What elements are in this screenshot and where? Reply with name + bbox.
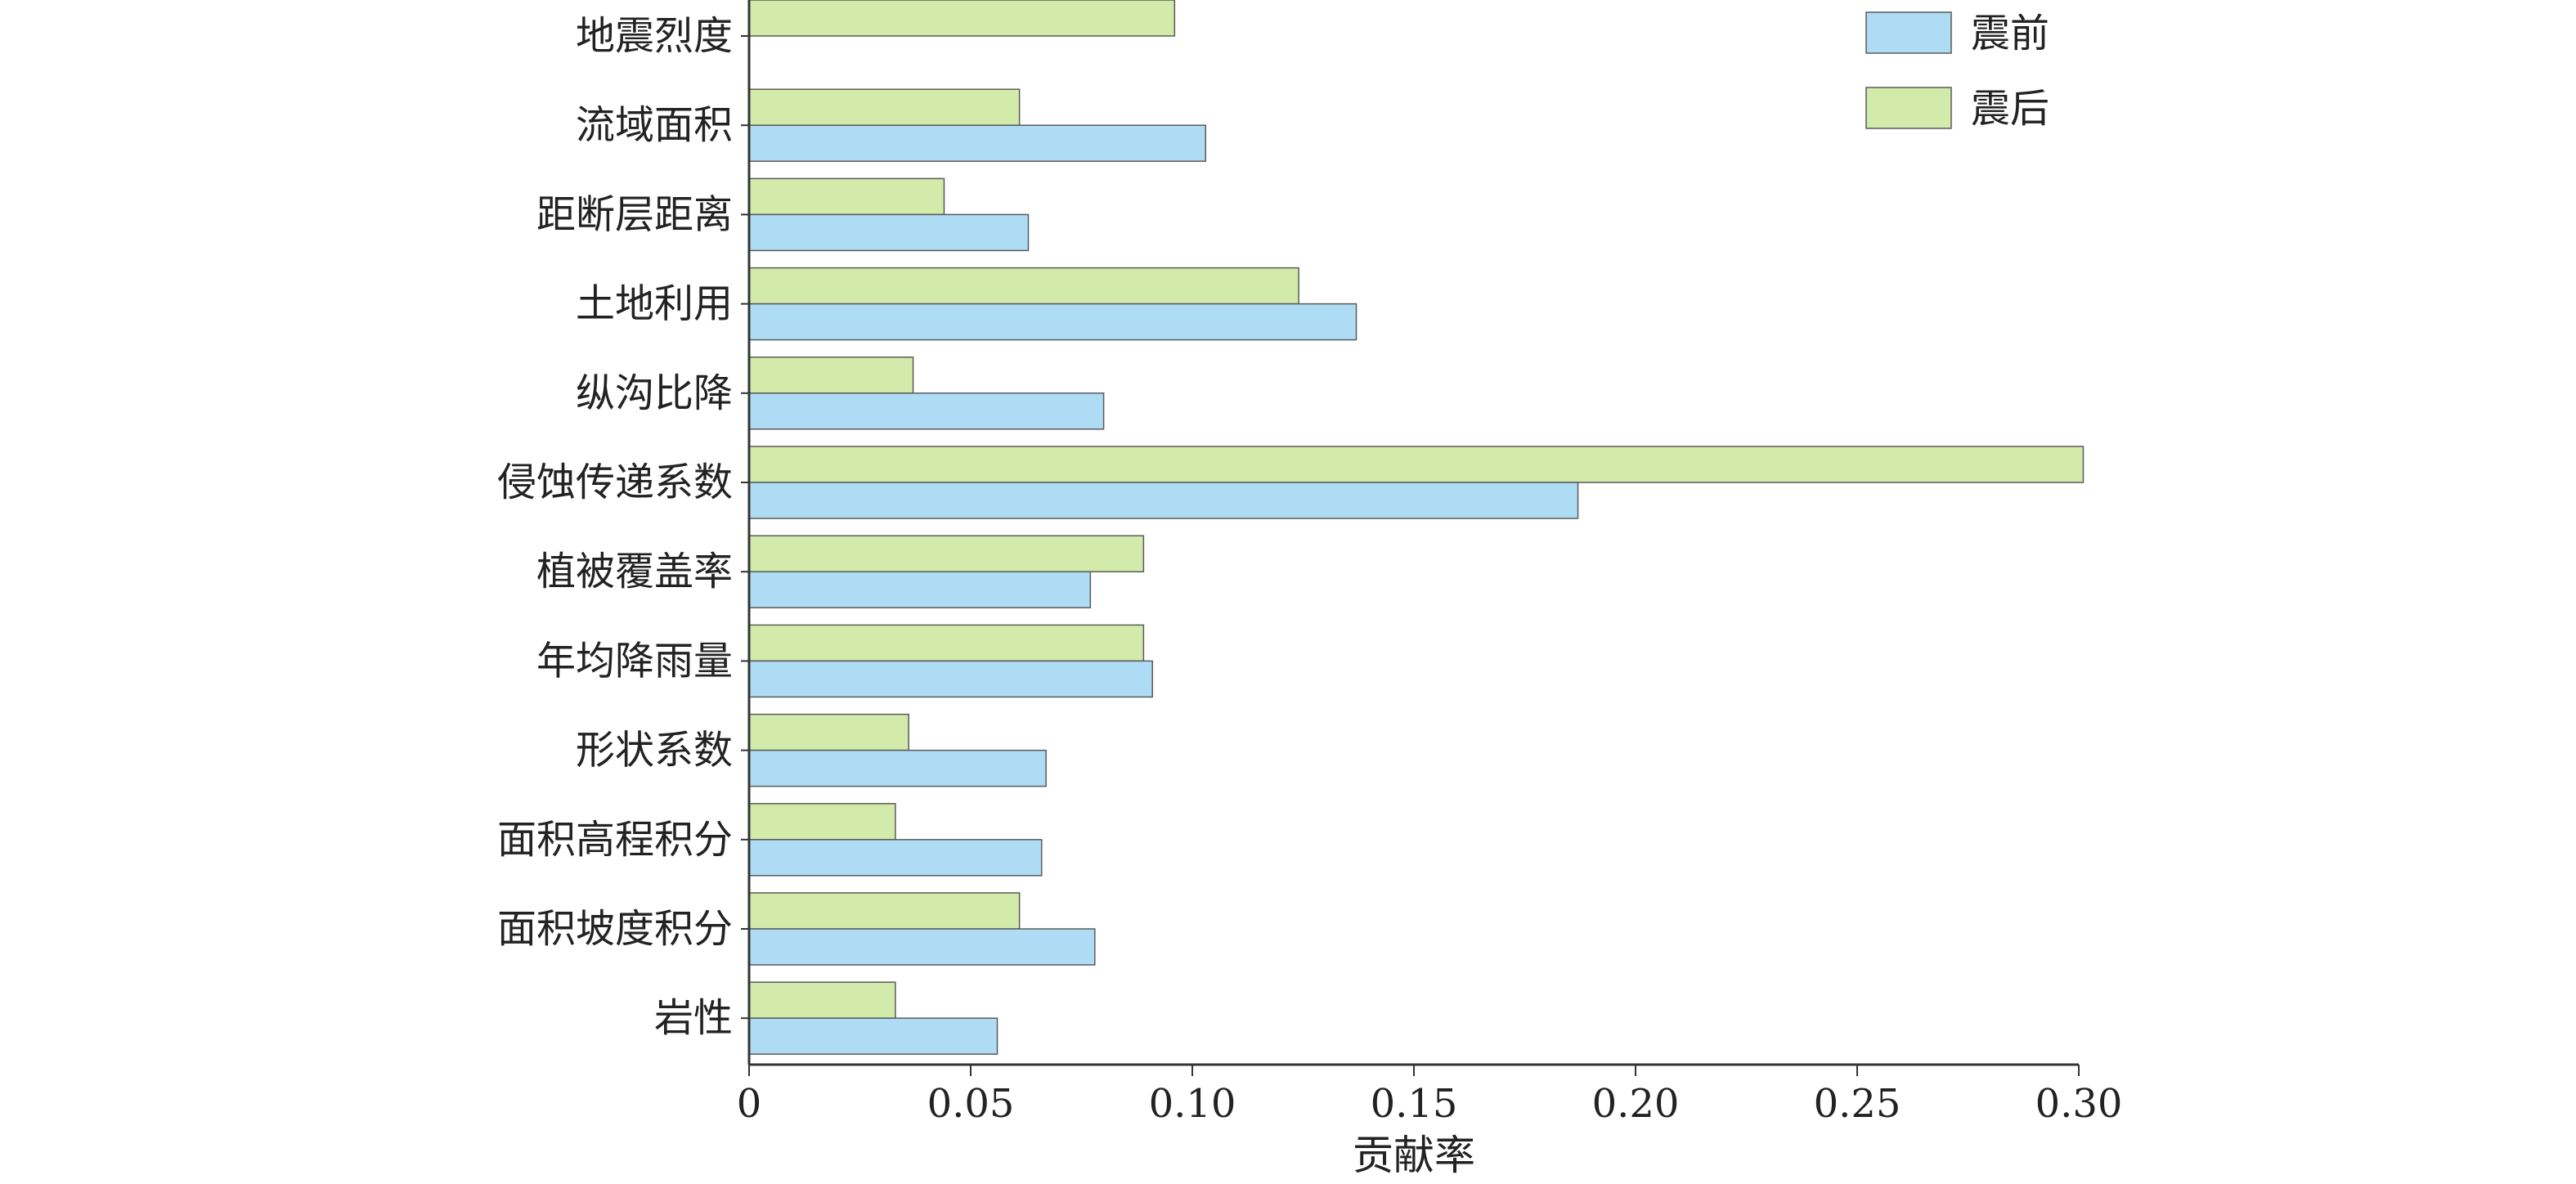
category-label: 年均降雨量 (536, 638, 733, 684)
x-tick-label: 0.20 (1592, 1081, 1680, 1127)
legend-swatch-1 (1865, 87, 1952, 129)
legend-swatch-0 (1865, 11, 1952, 54)
category-labels-group: 地震烈度流域面积距断层距离土地利用纵沟比降侵蚀传递系数植被覆盖率年均降雨量形状系… (497, 13, 749, 1041)
bar-pre-5 (748, 482, 1579, 519)
category-label: 岩性 (654, 995, 733, 1041)
x-ticks-group: 0 0.05 0.10 0.15 0.20 0.25 0.30 (737, 1065, 2123, 1127)
bar-post-2 (748, 177, 945, 216)
bar-post-7 (748, 624, 1145, 662)
x-tick-label: 0.30 (2035, 1081, 2123, 1127)
category-label: 土地利用 (576, 281, 733, 327)
bar-pre-7 (748, 660, 1153, 698)
category-label: 距断层距离 (536, 191, 733, 237)
category-label: 面积坡度积分 (497, 906, 733, 952)
bar-pre-1 (748, 124, 1207, 162)
category-label: 侵蚀传递系数 (497, 460, 733, 505)
bars-group (748, 0, 2085, 1055)
category-label: 纵沟比降 (576, 370, 733, 416)
legend-label-1: 震后 (1971, 86, 2049, 132)
x-tick-label: 0.25 (1814, 1081, 1901, 1127)
bar-pre-4 (748, 392, 1105, 430)
x-tick-label: 0.10 (1149, 1081, 1236, 1127)
x-tick-label: 0.05 (927, 1081, 1015, 1127)
bar-post-6 (748, 535, 1145, 572)
category-label: 面积高程积分 (497, 817, 733, 863)
x-tick-label: 0.15 (1371, 1081, 1458, 1127)
bar-post-11 (748, 981, 896, 1019)
category-label: 形状系数 (576, 728, 733, 774)
category-label: 植被覆盖率 (536, 549, 733, 594)
bar-pre-2 (748, 213, 1030, 252)
category-label: 流域面积 (576, 102, 733, 148)
legend-label-0: 震前 (1971, 11, 2049, 56)
bar-post-5 (748, 446, 2085, 483)
bar-post-10 (748, 892, 1021, 930)
bar-pre-9 (748, 839, 1043, 877)
x-axis-title: 贡献率 (1353, 1132, 1475, 1179)
bar-pre-11 (748, 1017, 999, 1055)
bar-post-1 (748, 88, 1021, 126)
x-tick-label: 0 (737, 1081, 762, 1127)
bar-pre-10 (748, 928, 1096, 966)
bar-post-0 (748, 0, 1176, 37)
bar-pre-6 (748, 571, 1092, 608)
bar-post-9 (748, 803, 896, 841)
category-label: 地震烈度 (576, 13, 733, 59)
bar-pre-3 (748, 303, 1358, 341)
bar-post-4 (748, 357, 914, 394)
bar-post-3 (748, 267, 1299, 305)
bar-pre-8 (748, 749, 1047, 787)
bar-post-8 (748, 713, 909, 751)
